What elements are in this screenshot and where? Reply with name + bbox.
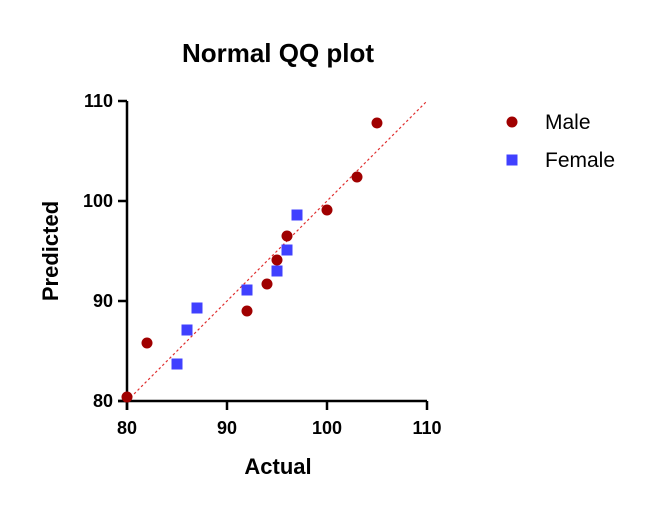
x-tick-label: 100 [312, 418, 342, 438]
legend-label-female: Female [545, 149, 615, 172]
y-axis-label: Predicted [38, 201, 63, 301]
female-point [291, 209, 303, 221]
male-point [321, 204, 333, 216]
female-point [181, 324, 193, 336]
male-point [281, 230, 293, 242]
legend: Male Female [506, 111, 615, 172]
plot-area: 80 90 100 110 80 90 100 110 [83, 91, 442, 438]
reference-line [126, 100, 428, 402]
female-point [241, 284, 253, 296]
chart-title: Normal QQ plot [182, 38, 374, 68]
male-point [351, 171, 363, 183]
female-point [271, 265, 283, 277]
male-point [271, 254, 283, 266]
y-tick-label: 100 [83, 191, 113, 211]
legend-marker-male [506, 116, 518, 128]
x-tick-label: 110 [412, 418, 441, 438]
y-tick-label: 90 [93, 291, 113, 311]
female-point [171, 358, 183, 370]
male-point [241, 305, 253, 317]
female-point [191, 302, 203, 314]
legend-marker-female [506, 154, 518, 166]
male-point [261, 278, 273, 290]
legend-label-male: Male [545, 111, 591, 134]
female-point [281, 244, 293, 256]
male-point [371, 117, 383, 129]
x-axis-label: Actual [244, 454, 311, 479]
y-tick-label: 110 [84, 91, 113, 111]
male-point [141, 337, 153, 349]
male-point [121, 391, 133, 403]
x-tick-label: 90 [217, 418, 237, 438]
x-tick-label: 80 [117, 418, 137, 438]
y-tick-label: 80 [93, 391, 113, 411]
